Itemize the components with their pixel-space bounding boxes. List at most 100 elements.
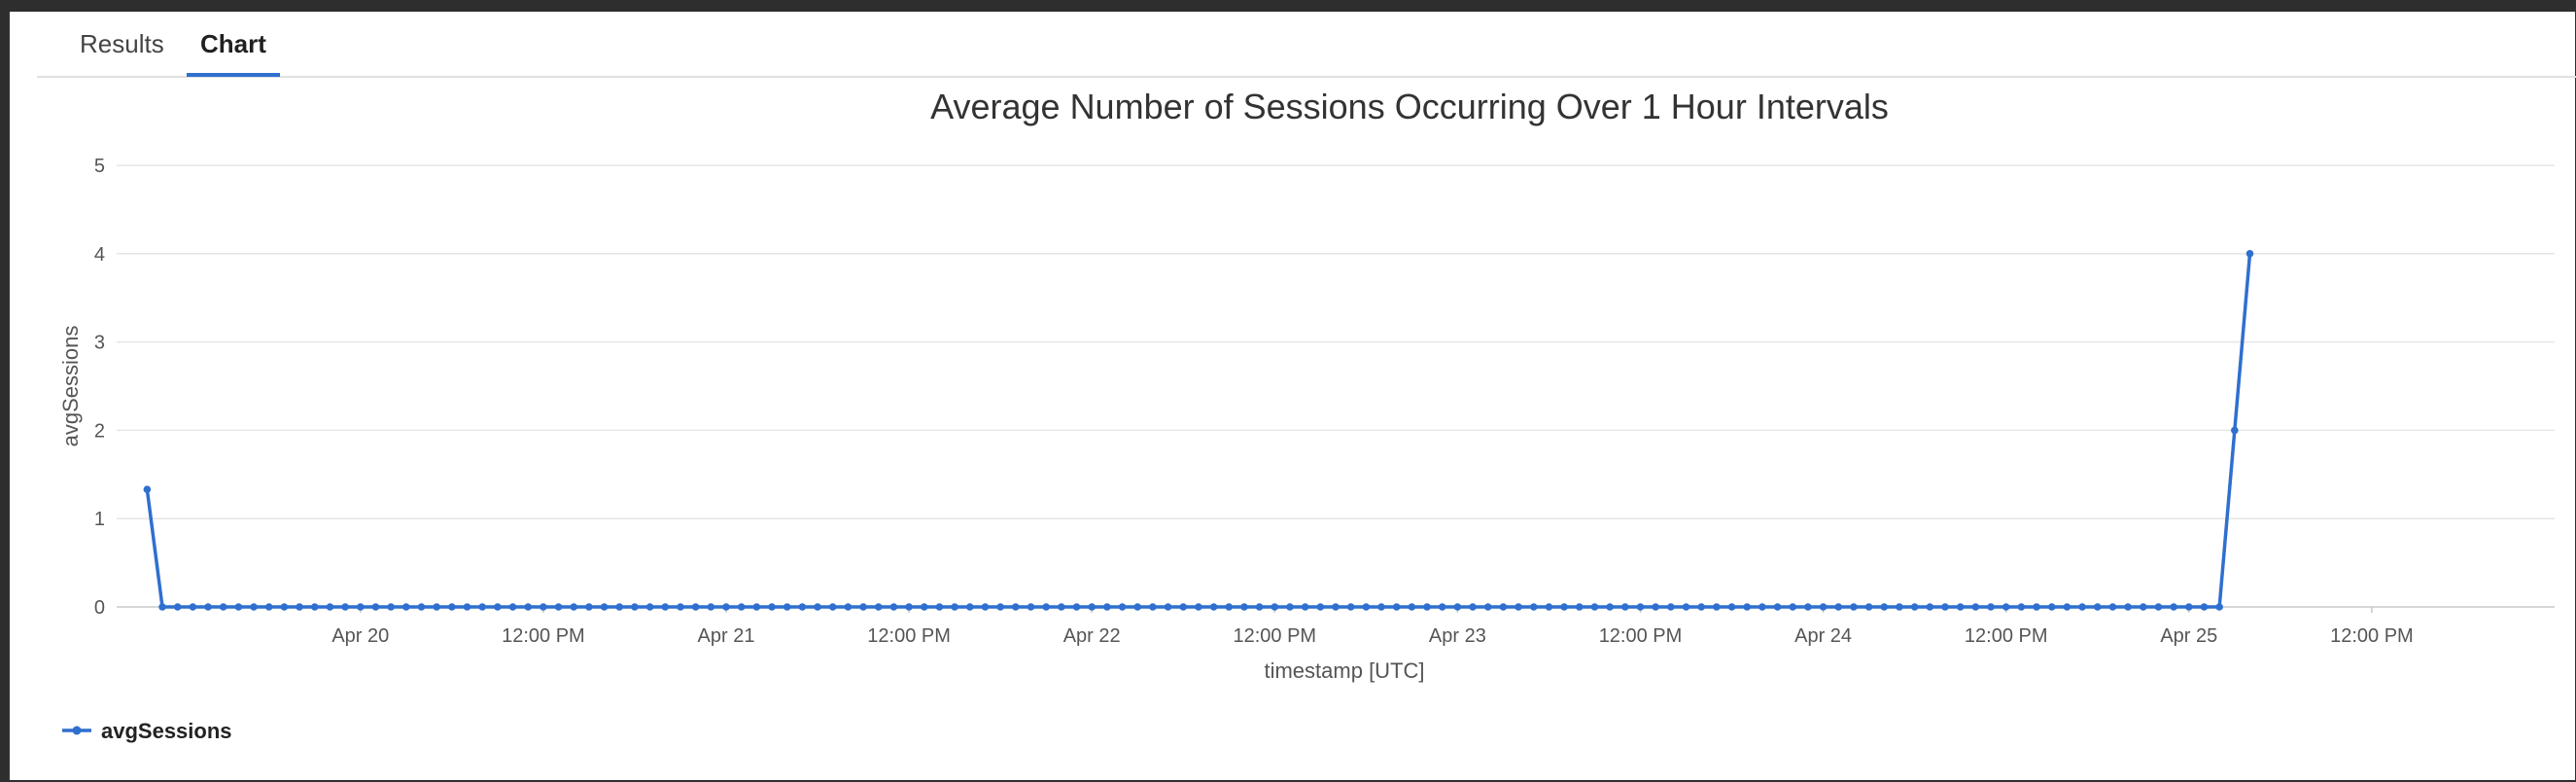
data-point	[1941, 603, 1949, 611]
data-point	[1362, 603, 1371, 611]
data-point	[920, 603, 928, 611]
data-point	[2185, 603, 2193, 611]
data-point	[645, 603, 654, 611]
data-point	[722, 603, 730, 611]
data-point	[189, 603, 197, 611]
data-point	[2139, 603, 2147, 611]
tab-chart[interactable]: Chart	[187, 29, 280, 77]
x-tick-label: 12:00 PM	[867, 625, 951, 647]
legend-label: avgSessions	[101, 719, 232, 743]
data-point	[615, 603, 624, 611]
data-point	[1423, 603, 1431, 611]
data-point	[1850, 603, 1858, 611]
data-point	[1332, 603, 1340, 611]
data-point	[433, 603, 440, 611]
data-point	[2170, 603, 2177, 611]
data-point	[1469, 603, 1477, 611]
data-point	[2245, 250, 2254, 258]
data-point	[1301, 603, 1309, 611]
data-point	[326, 603, 334, 611]
data-point	[2078, 603, 2086, 611]
data-point	[1133, 603, 1142, 611]
data-point	[143, 485, 152, 494]
data-point	[1667, 603, 1675, 611]
tab-results[interactable]: Results	[80, 29, 164, 58]
y-tick-label: 3	[94, 333, 105, 354]
data-point	[2002, 603, 2010, 611]
data-point	[1636, 603, 1645, 611]
x-tick-label: Apr 21	[698, 625, 755, 647]
data-point	[540, 603, 547, 611]
data-point	[2093, 603, 2102, 611]
data-point	[296, 603, 303, 611]
data-point	[631, 603, 639, 611]
data-point	[966, 603, 974, 611]
data-point	[1880, 603, 1889, 611]
data-point	[570, 603, 578, 611]
data-point	[402, 603, 410, 611]
data-point	[1926, 603, 1934, 611]
data-point	[1392, 603, 1401, 611]
data-point	[1453, 603, 1462, 611]
data-point	[1697, 603, 1705, 611]
y-tick-label: 1	[94, 509, 105, 530]
data-point	[463, 603, 471, 611]
x-tick-label: Apr 25	[2160, 625, 2217, 647]
data-point	[1271, 603, 1279, 611]
data-point	[661, 603, 670, 611]
x-tick-label: 12:00 PM	[1233, 625, 1316, 647]
data-point	[1819, 603, 1828, 611]
data-point	[1118, 603, 1127, 611]
data-point	[1789, 603, 1797, 611]
data-point	[707, 603, 715, 611]
data-point	[524, 603, 533, 611]
data-point	[585, 603, 593, 611]
data-point	[935, 603, 944, 611]
data-point	[798, 603, 807, 611]
data-point	[752, 603, 761, 611]
data-point	[2154, 603, 2163, 611]
data-point	[2124, 603, 2132, 611]
data-point	[508, 603, 517, 611]
data-point	[204, 603, 212, 611]
data-point	[1606, 603, 1614, 611]
chart-panel: Results Chart	[8, 12, 2576, 780]
data-point	[677, 603, 684, 611]
data-point	[691, 603, 700, 611]
x-tick-label: 12:00 PM	[502, 625, 585, 647]
data-point	[828, 603, 837, 611]
data-point	[264, 603, 273, 611]
data-point	[874, 603, 883, 611]
data-point	[1408, 603, 1416, 611]
data-point	[814, 603, 821, 611]
data-point	[1956, 603, 1965, 611]
y-tick-label: 5	[94, 156, 105, 177]
y-axis-label: avgSessions	[58, 326, 83, 447]
data-point	[1499, 603, 1508, 611]
data-point	[173, 603, 182, 611]
data-point	[1058, 603, 1065, 611]
data-point	[1987, 603, 1995, 611]
data-point	[905, 603, 913, 611]
data-point	[1286, 603, 1294, 611]
data-point	[1072, 603, 1081, 611]
data-point	[1103, 603, 1111, 611]
data-point	[2033, 603, 2040, 611]
x-axis-label: timestamp [UTC]	[1264, 658, 1424, 683]
x-tick-label: Apr 20	[331, 625, 389, 647]
data-point	[1149, 603, 1157, 611]
data-point	[478, 603, 487, 611]
data-point	[2200, 603, 2209, 611]
data-point	[1682, 603, 1690, 611]
y-tick-label: 0	[94, 597, 105, 619]
data-point	[859, 603, 867, 611]
data-point	[1438, 603, 1446, 611]
data-point	[996, 603, 1004, 611]
data-point	[951, 603, 958, 611]
data-point	[554, 603, 563, 611]
data-point	[1027, 603, 1035, 611]
data-point	[1727, 603, 1736, 611]
data-point	[250, 603, 258, 611]
data-point	[844, 603, 853, 611]
